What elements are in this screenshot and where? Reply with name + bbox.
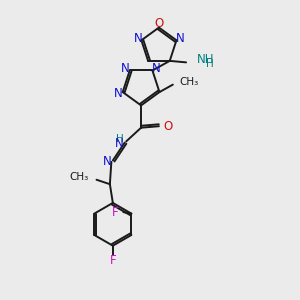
- Text: N: N: [103, 155, 111, 168]
- Text: N: N: [152, 62, 161, 76]
- Text: F: F: [111, 206, 118, 219]
- Text: CH₃: CH₃: [69, 172, 88, 182]
- Text: O: O: [164, 120, 173, 133]
- Text: CH₃: CH₃: [179, 77, 199, 87]
- Text: N: N: [121, 62, 130, 76]
- Text: H: H: [116, 134, 123, 144]
- Text: O: O: [154, 17, 164, 31]
- Text: NH: NH: [196, 53, 214, 67]
- Text: H: H: [206, 59, 214, 69]
- Text: N: N: [134, 32, 142, 45]
- Text: N: N: [176, 32, 184, 45]
- Text: N: N: [114, 87, 123, 100]
- Text: N: N: [115, 137, 124, 150]
- Text: F: F: [110, 254, 116, 267]
